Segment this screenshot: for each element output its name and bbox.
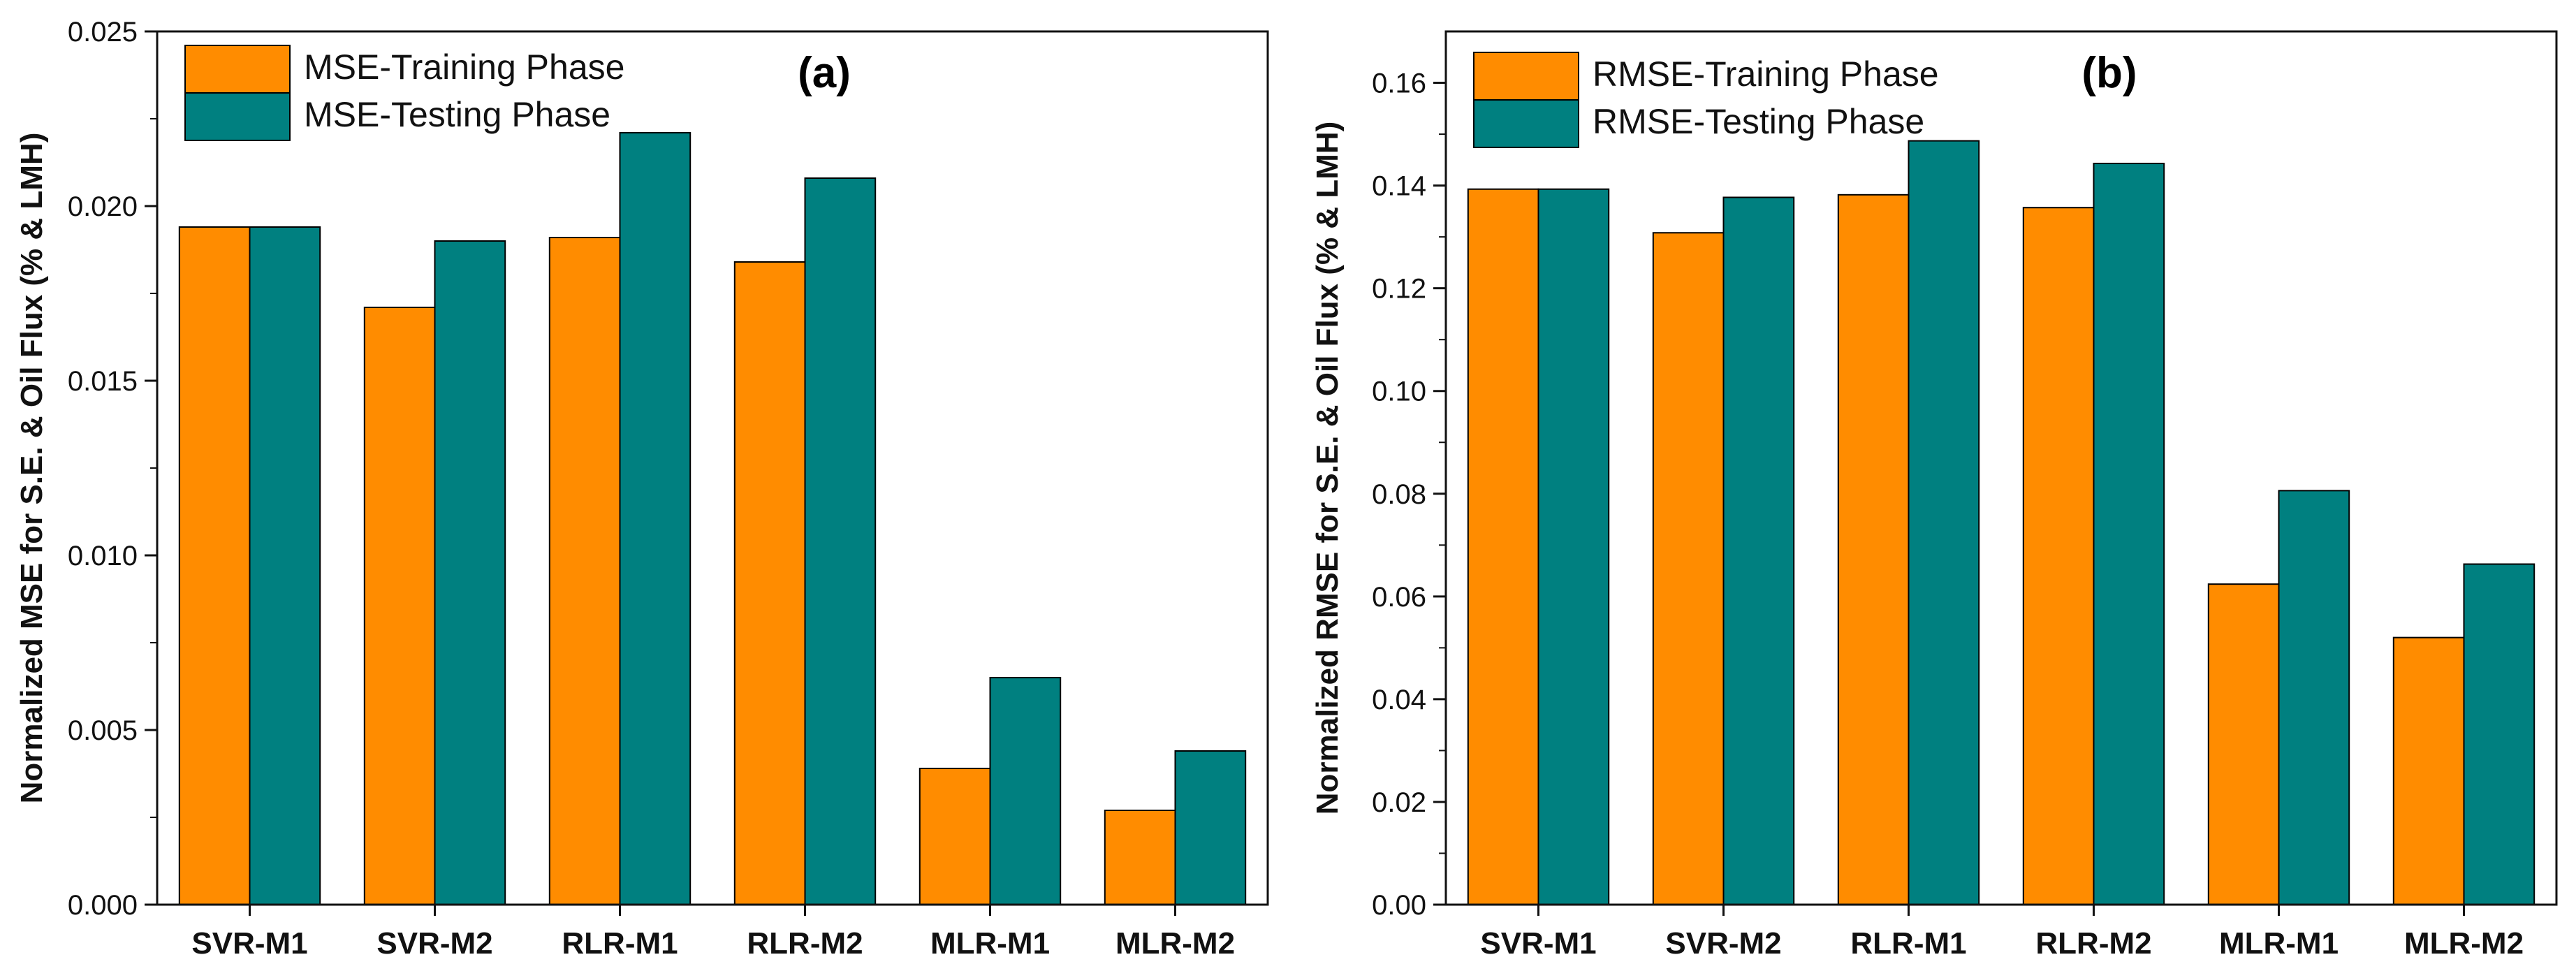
bar-training-rlr-m1	[548, 237, 621, 905]
legend-swatch-testing	[184, 92, 291, 141]
bar-testing-svr-m1	[249, 226, 321, 905]
bar-testing-svr-m2	[434, 240, 506, 905]
bar-training-rlr-m2	[2022, 207, 2095, 905]
y-tick-label: 0.04	[1372, 685, 1426, 715]
y-tick-label: 0.020	[68, 191, 138, 222]
y-tick-label: 0.005	[68, 715, 138, 746]
chart-panel-b: 0.00 0.02 0.04 0.06 0.08 0.10 0.12 0.14 0.16 SVR-…	[1310, 30, 2558, 961]
x-tick-label: SVR-M1	[1480, 926, 1596, 961]
y-tick-label: 0.10	[1372, 377, 1426, 407]
x-tick-label: MLR-M1	[2219, 926, 2339, 961]
bar-testing-mlr-m1	[989, 677, 1062, 905]
x-tick-label: SVR-M2	[1665, 926, 1781, 961]
bar-training-svr-m1	[178, 226, 251, 905]
bar-training-svr-m1	[1467, 188, 1539, 905]
bar-training-rlr-m2	[733, 261, 806, 905]
x-tick-label: RLR-M1	[1850, 926, 1966, 961]
bar-testing-rlr-m2	[2093, 162, 2165, 905]
bar-testing-rlr-m1	[619, 132, 691, 905]
bar-testing-svr-m2	[1722, 196, 1795, 905]
legend-label: MSE-Testing Phase	[304, 95, 610, 134]
legend-label: RMSE-Testing Phase	[1593, 102, 1924, 141]
legend-swatch-training	[1473, 52, 1579, 101]
panel-label: (b)	[2081, 49, 2137, 97]
legend-label: RMSE-Training Phase	[1593, 54, 1939, 94]
x-tick-label: RLR-M1	[562, 926, 678, 961]
y-tick-label: 0.06	[1372, 582, 1426, 613]
legend-label: MSE-Training Phase	[304, 48, 624, 87]
y-tick-label: 0.025	[68, 17, 138, 48]
bar-training-svr-m2	[363, 307, 436, 905]
x-tick-label: MLR-M1	[930, 926, 1050, 961]
y-axis-title: Normalized MSE for S.E. & Oil Flux (% & …	[15, 133, 49, 804]
x-tick-label: SVR-M2	[376, 926, 492, 961]
plot-frame	[1444, 30, 2558, 906]
bar-testing-mlr-m1	[2278, 490, 2350, 905]
chart-panel-a: 0.000 0.005 0.010 0.015 0.020 0.025 SVR-M1 SVR-…	[15, 17, 1269, 961]
bar-testing-rlr-m1	[1908, 140, 1980, 905]
y-axis-title: Normalized RMSE for S.E. & Oil Flux (% &…	[1310, 122, 1345, 815]
bar-training-rlr-m1	[1837, 194, 1910, 905]
bar-training-mlr-m2	[1104, 810, 1176, 905]
legend-swatch-testing	[1473, 99, 1579, 148]
x-tick-label: RLR-M2	[747, 926, 863, 961]
y-tick-label: 0.02	[1372, 787, 1426, 818]
bar-training-mlr-m1	[919, 768, 991, 905]
bar-training-svr-m2	[1652, 232, 1725, 905]
y-tick-label: 0.015	[68, 366, 138, 397]
y-tick-label: 0.14	[1372, 171, 1426, 202]
bar-testing-mlr-m2	[1174, 750, 1247, 905]
bar-training-mlr-m2	[2392, 636, 2465, 905]
bar-testing-mlr-m2	[2463, 563, 2535, 905]
bar-training-mlr-m1	[2207, 583, 2280, 905]
x-tick-label: SVR-M1	[191, 926, 307, 961]
y-tick-label: 0.16	[1372, 68, 1426, 99]
x-tick-label: MLR-M2	[2404, 926, 2524, 961]
x-tick-label: RLR-M2	[2035, 926, 2151, 961]
legend-swatch-training	[184, 45, 291, 94]
y-tick-label: 0.08	[1372, 479, 1426, 510]
y-tick-label: 0.010	[68, 541, 138, 571]
bar-testing-svr-m1	[1537, 188, 1610, 905]
bar-testing-rlr-m2	[804, 177, 877, 905]
plot-frame	[156, 30, 1269, 906]
y-tick-label: 0.000	[68, 890, 138, 921]
y-tick-label: 0.12	[1372, 274, 1426, 305]
panel-label: (a)	[798, 49, 851, 97]
x-tick-label: MLR-M2	[1115, 926, 1235, 961]
y-tick-label: 0.00	[1372, 890, 1426, 921]
